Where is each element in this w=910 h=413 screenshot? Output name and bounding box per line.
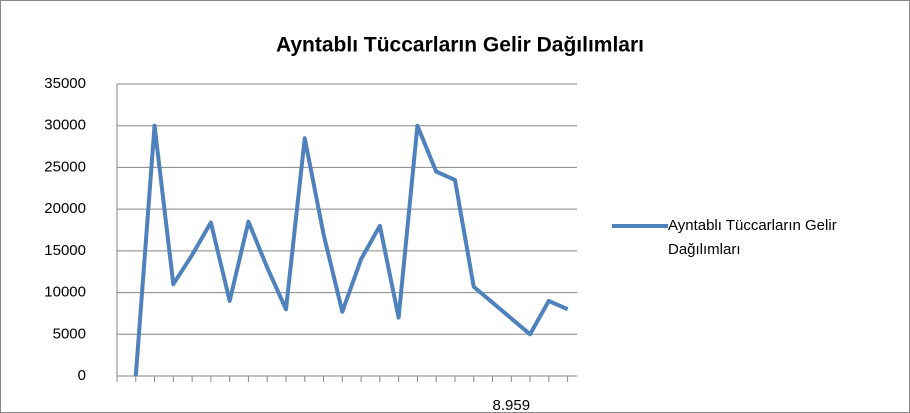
y-tick-label: 5000 (53, 325, 86, 342)
y-tick-label: 10000 (44, 284, 86, 301)
y-tick-label: 15000 (44, 242, 86, 259)
y-tick-label: 25000 (44, 158, 86, 175)
legend-label: Ayntablı Tüccarların Gelir Dağılımları (668, 217, 837, 258)
chart-title: Ayntablı Tüccarların Gelir Dağılımları (276, 34, 644, 57)
y-tick-label: 0 (78, 367, 86, 384)
data-line (133, 123, 569, 377)
x-tick-label: 8.959 (493, 397, 531, 413)
y-tick-label: 30000 (44, 117, 86, 134)
y-tick-label: 35000 (44, 75, 86, 92)
y-tick-label: 20000 (44, 200, 86, 217)
